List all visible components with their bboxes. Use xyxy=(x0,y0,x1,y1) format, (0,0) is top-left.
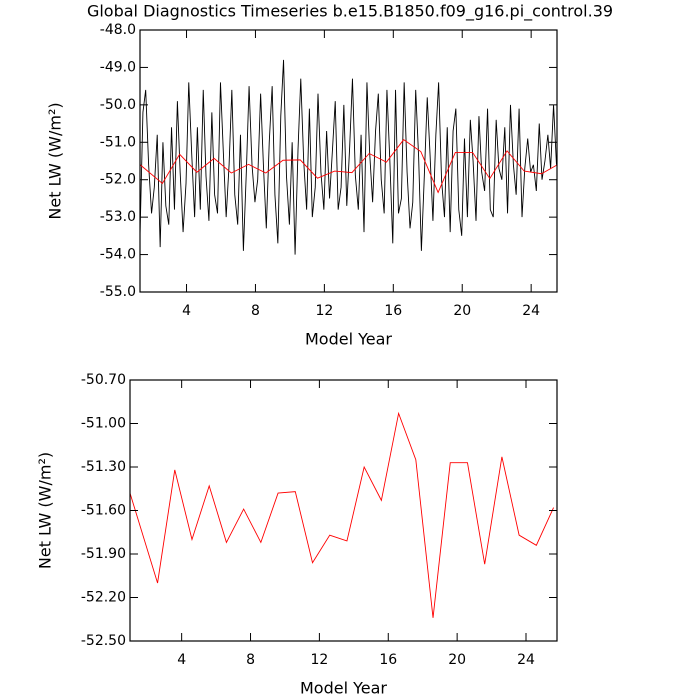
y-tick-label: -51.60 xyxy=(81,503,126,519)
x-tick-label: 8 xyxy=(251,303,260,319)
x-tick-label: 4 xyxy=(177,652,186,668)
data-layer xyxy=(140,59,557,255)
x-tick-label: 4 xyxy=(182,303,191,319)
plot-area: -52.50 -52.20 -51.90 -51.60 -51.30 -51.00 -50.… xyxy=(36,372,558,698)
x-axis-title: Model Year xyxy=(305,330,392,349)
y-tick-label: -54.0 xyxy=(100,247,136,263)
y-tick-label: -51.30 xyxy=(81,459,126,475)
data-layer xyxy=(130,411,554,618)
y-tick-label: -50.0 xyxy=(100,97,136,113)
plot-frame xyxy=(129,379,558,642)
x-tick-label: 8 xyxy=(246,652,255,668)
y-tick-label: -55.0 xyxy=(100,284,136,300)
x-tick-label: 16 xyxy=(384,303,402,319)
x-tick-label: 24 xyxy=(517,652,535,668)
y-tick-label: -48.0 xyxy=(100,22,136,38)
y-tick-label: -51.00 xyxy=(81,416,126,432)
y-axis-title: Net LW (W/m²) xyxy=(46,102,65,219)
chart-title: Global Diagnostics Timeseries b.e15.B185… xyxy=(87,2,613,22)
y-tick-label: -52.50 xyxy=(81,633,126,649)
y-tick-label: -49.0 xyxy=(100,59,136,75)
data-line xyxy=(140,59,557,255)
x-axis-title: Model Year xyxy=(300,679,387,698)
x-tick-label: 16 xyxy=(379,652,397,668)
y-tick-label: -53.0 xyxy=(100,209,136,225)
data-line xyxy=(130,411,554,618)
plot-frame xyxy=(139,29,558,293)
y-tick-label: -51.0 xyxy=(100,134,136,150)
x-tick-label: 20 xyxy=(453,303,471,319)
y-tick-label: -50.70 xyxy=(81,372,126,388)
x-tick-label: 20 xyxy=(448,652,466,668)
x-tick-label: 12 xyxy=(315,303,333,319)
plot-area: -55.0 -54.0 -53.0 -52.0 -51.0 -50.0 -49.0 -48.0… xyxy=(46,22,558,349)
y-tick-label: -52.20 xyxy=(81,590,126,606)
x-tick-label: 24 xyxy=(522,303,540,319)
y-tick-label: -51.90 xyxy=(81,546,126,562)
data-line xyxy=(140,139,557,194)
y-axis-title: Net LW (W/m²) xyxy=(36,452,55,569)
y-tick-label: -52.0 xyxy=(100,172,136,188)
x-tick-label: 12 xyxy=(310,652,328,668)
